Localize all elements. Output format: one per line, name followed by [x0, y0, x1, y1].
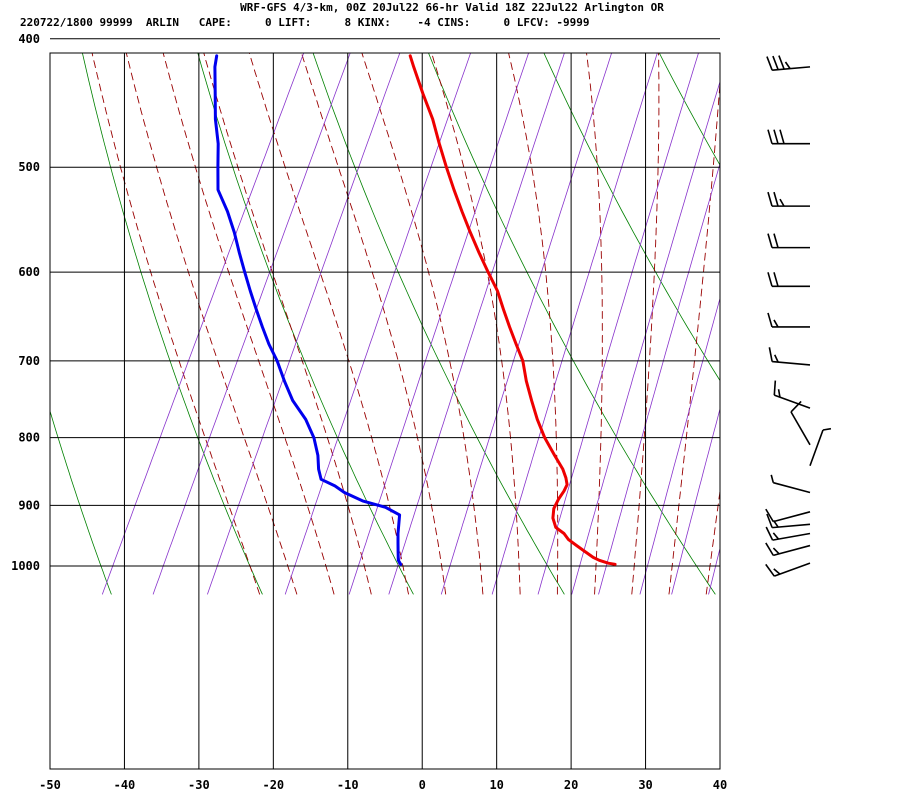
moist-adiabat — [668, 77, 720, 595]
wind-barb-flag — [772, 547, 780, 555]
wind-barb-flag — [774, 354, 779, 363]
grid — [49, 38, 721, 770]
moist-adiabat — [631, 53, 660, 595]
moist-adiabat — [125, 53, 298, 595]
mixing-ratio-line — [571, 80, 720, 595]
x-tick-label: 20 — [564, 778, 578, 792]
mixing-ratio-line — [598, 162, 720, 595]
wind-barb-flag — [777, 389, 781, 398]
dry-adiabat — [312, 53, 565, 595]
wind-barb-flag — [767, 129, 773, 144]
wind-barb — [772, 523, 811, 529]
moist-adiabat — [361, 53, 484, 595]
profiles — [213, 54, 617, 566]
wind-barb-flag — [765, 542, 774, 556]
wind-barb-flag — [778, 55, 785, 70]
mixing-ratio-line — [491, 53, 658, 595]
x-tick-label: 30 — [638, 778, 652, 792]
wind-barb-flag — [779, 198, 785, 207]
mixing-ratio-line — [440, 53, 613, 595]
wind-barb-flag — [767, 233, 773, 248]
wind-barb-flag — [773, 191, 779, 207]
wind-barb-flag — [773, 233, 779, 248]
wind-barb-flag — [767, 312, 773, 328]
wind-barb-flag — [790, 400, 802, 413]
y-tick-label: 400 — [18, 32, 40, 46]
mixing-ratio-line — [207, 53, 401, 595]
y-tick-label: 500 — [18, 160, 40, 174]
wind-barb-flag — [784, 61, 791, 70]
wind-barb — [773, 481, 811, 494]
wind-barb-flag — [773, 380, 777, 396]
mixing-ratio-line — [671, 407, 720, 595]
x-tick-label: 0 — [419, 778, 426, 792]
wind-barb-flag — [773, 568, 781, 575]
sounding-stats: 220722/1800 99999 ARLIN CAPE: 0 LIFT: 8 … — [20, 16, 590, 29]
moist-adiabat — [431, 53, 521, 595]
wind-barb — [773, 544, 811, 557]
mixing-ratio-line — [102, 53, 305, 595]
wind-barb — [774, 394, 811, 409]
wind-barb — [774, 562, 811, 577]
wind-barb — [772, 532, 811, 541]
moist-adiabat — [301, 53, 447, 595]
x-tick-label: -50 — [39, 778, 61, 792]
wind-barb — [809, 429, 824, 467]
dry-adiabat — [658, 53, 720, 166]
wind-barb-flag — [766, 513, 773, 528]
mixing-ratio-line — [284, 53, 472, 595]
dry-adiabat — [543, 53, 720, 382]
x-tick-label: -40 — [114, 778, 136, 792]
mixing-ratio-line — [639, 296, 720, 595]
wind-barb-flag — [767, 272, 773, 287]
wind-barb — [790, 411, 811, 446]
wind-barb-flag — [770, 474, 775, 483]
dry-adiabat — [428, 53, 716, 595]
wind-barb — [772, 66, 811, 71]
x-tick-label: -30 — [188, 778, 210, 792]
dry-adiabat — [197, 53, 414, 595]
moist-adiabat — [248, 53, 409, 595]
y-tick-label: 900 — [18, 498, 40, 512]
tick-labels: 400 500 600 700 800 900 1000 -50 -40 -30 -20 -10 0 10… — [11, 32, 727, 792]
wind-barb-flag — [779, 129, 785, 144]
wind-barb-flag — [773, 129, 779, 144]
wind-barb-flag — [767, 191, 773, 207]
wind-barb — [772, 360, 811, 366]
wind-barb-flag — [773, 319, 779, 328]
x-tick-label: -20 — [262, 778, 284, 792]
mixing-ratio-line — [388, 53, 565, 595]
wind-barb-flag — [768, 347, 773, 362]
wind-barb-flag — [772, 55, 779, 70]
wind-barb-flag — [765, 508, 774, 523]
moist-adiabat — [162, 53, 335, 595]
moist-adiabat — [705, 487, 720, 595]
mixing-ratio-line — [348, 53, 530, 595]
chart-title: WRF-GFS 4/3-km, 00Z 20Jul22 66-hr Valid … — [240, 1, 664, 14]
dry-adiabat — [50, 409, 112, 595]
x-tick-label: 10 — [489, 778, 503, 792]
wind-barb-flag — [765, 563, 775, 577]
mixing-ratio-line — [152, 53, 351, 595]
wind-barb-flag — [772, 532, 780, 540]
y-tick-label: 700 — [18, 354, 40, 368]
x-tick-label: 40 — [713, 778, 727, 792]
x-tick-label: -10 — [337, 778, 359, 792]
moist-adiabat — [203, 53, 372, 595]
wind-barb-flag — [765, 526, 774, 541]
wind-barb — [773, 511, 811, 523]
wind-barb-flag — [773, 272, 779, 287]
temperature-profile — [408, 54, 617, 566]
y-tick-label: 800 — [18, 431, 40, 445]
y-tick-label: 1000 — [11, 559, 40, 573]
wind-barb-flag — [822, 427, 832, 431]
dewpoint-profile — [213, 54, 403, 566]
wind-barbs — [765, 55, 832, 577]
dry-adiabat — [81, 53, 263, 595]
moist-adiabat — [91, 53, 261, 595]
y-tick-label: 600 — [18, 265, 40, 279]
wind-barb-flag — [766, 56, 773, 71]
